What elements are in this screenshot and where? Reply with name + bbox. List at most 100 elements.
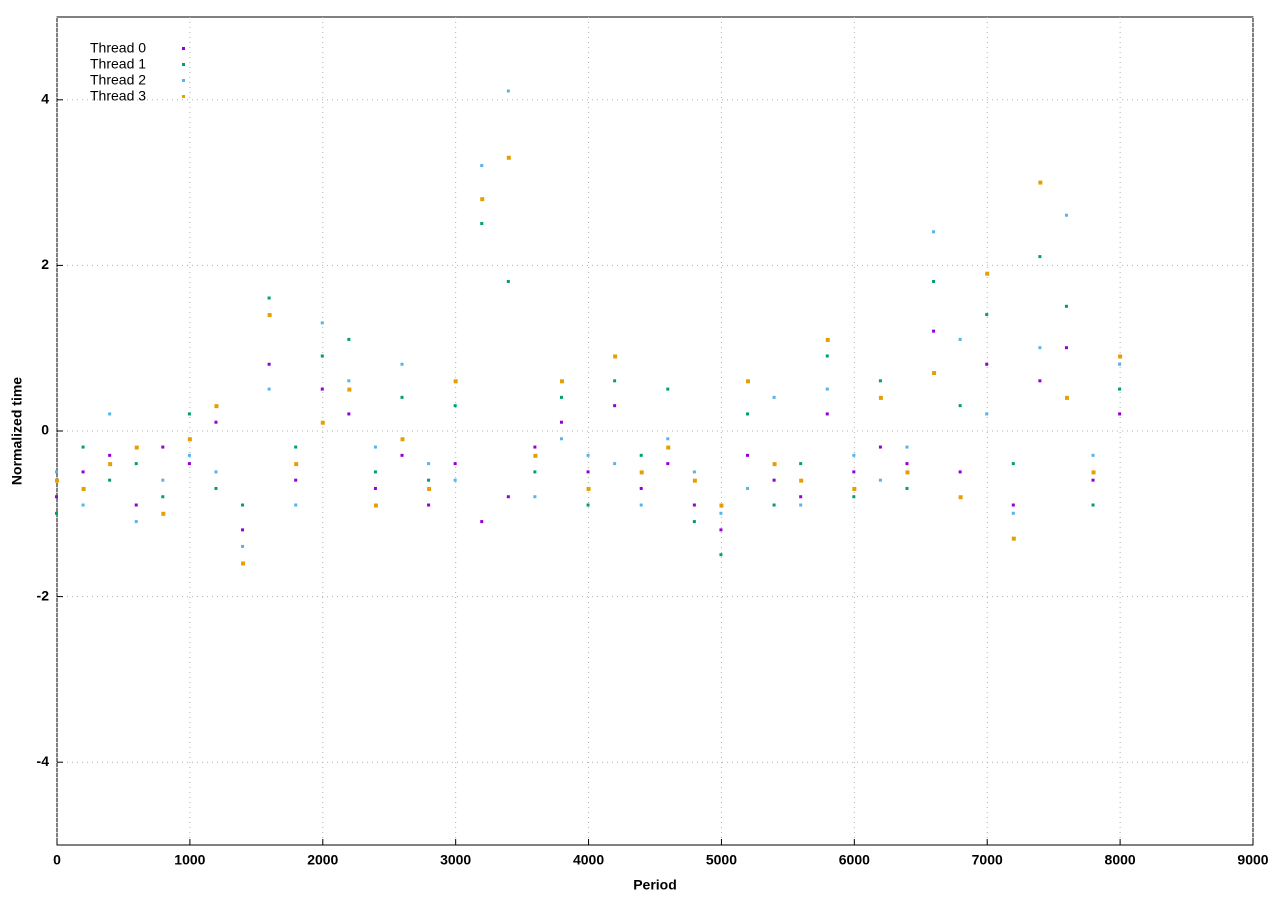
point — [825, 354, 829, 358]
x-tick-label: 8000 — [1105, 852, 1136, 868]
point — [825, 412, 829, 416]
plot-frame — [56, 16, 1254, 846]
point — [613, 404, 617, 408]
point — [586, 453, 590, 457]
point — [506, 279, 510, 283]
x-tick-label: 3000 — [440, 852, 471, 868]
point — [81, 470, 85, 474]
point — [480, 197, 485, 202]
point — [241, 544, 245, 548]
point — [187, 437, 192, 442]
point — [719, 553, 723, 557]
point — [852, 453, 856, 457]
point — [1118, 412, 1122, 416]
point — [1011, 511, 1015, 515]
point — [453, 478, 457, 482]
point — [241, 503, 245, 507]
point — [187, 453, 191, 457]
point — [586, 470, 590, 474]
point — [692, 520, 696, 524]
point — [1064, 304, 1068, 308]
point — [825, 337, 830, 342]
point — [746, 412, 750, 416]
point — [958, 495, 963, 500]
x-tick-label: 6000 — [839, 852, 870, 868]
point — [108, 478, 112, 482]
point — [932, 279, 936, 283]
point — [81, 486, 86, 491]
point — [799, 503, 803, 507]
y-tick-label: 0 — [41, 422, 49, 438]
point — [108, 462, 113, 467]
point — [108, 453, 112, 457]
x-tick-label: 0 — [53, 852, 61, 868]
point — [799, 462, 803, 466]
point — [347, 387, 352, 392]
point — [480, 520, 484, 524]
point — [373, 503, 378, 508]
point — [55, 478, 59, 483]
point — [134, 445, 139, 450]
point — [81, 445, 85, 449]
point — [400, 437, 405, 442]
point — [985, 313, 989, 317]
point — [1091, 453, 1095, 457]
point — [108, 412, 112, 416]
legend-label: Thread 2 — [90, 72, 146, 88]
point — [294, 503, 298, 507]
point — [559, 437, 563, 441]
point — [746, 379, 751, 384]
point — [1091, 478, 1095, 482]
point — [267, 362, 271, 366]
point — [905, 486, 909, 490]
x-tick-label: 5000 — [706, 852, 737, 868]
point — [746, 486, 750, 490]
point — [427, 462, 431, 466]
point — [241, 528, 245, 532]
point — [639, 503, 643, 507]
point — [294, 445, 298, 449]
x-axis-label: Period — [633, 877, 677, 893]
point — [878, 478, 882, 482]
point — [1038, 255, 1042, 259]
point — [1091, 503, 1095, 507]
point — [347, 412, 351, 416]
point — [400, 395, 404, 399]
point — [666, 445, 671, 450]
point — [852, 470, 856, 474]
x-tick-label: 9000 — [1237, 852, 1268, 868]
point — [719, 528, 723, 532]
point — [427, 478, 431, 482]
point — [267, 313, 272, 318]
point — [1064, 213, 1068, 217]
point — [134, 462, 138, 466]
y-tick-label: 2 — [41, 256, 49, 272]
point — [161, 495, 165, 499]
legend-label: Thread 1 — [90, 56, 146, 72]
point — [586, 486, 591, 491]
point — [985, 362, 989, 366]
point — [267, 387, 271, 391]
point — [772, 395, 776, 399]
point — [506, 495, 510, 499]
point — [613, 379, 617, 383]
point — [214, 470, 218, 474]
point — [905, 470, 910, 475]
point — [373, 445, 377, 449]
point — [1038, 379, 1042, 383]
point — [214, 404, 219, 409]
point — [427, 503, 431, 507]
legend-label: Thread 3 — [90, 88, 146, 104]
point — [985, 271, 990, 276]
x-tick-label: 7000 — [972, 852, 1003, 868]
point — [639, 453, 643, 457]
point — [958, 470, 962, 474]
point — [480, 164, 484, 168]
legend-marker — [182, 63, 185, 66]
point — [985, 412, 989, 416]
point — [453, 462, 457, 466]
point — [559, 420, 563, 424]
point — [161, 445, 165, 449]
point — [1064, 346, 1068, 350]
